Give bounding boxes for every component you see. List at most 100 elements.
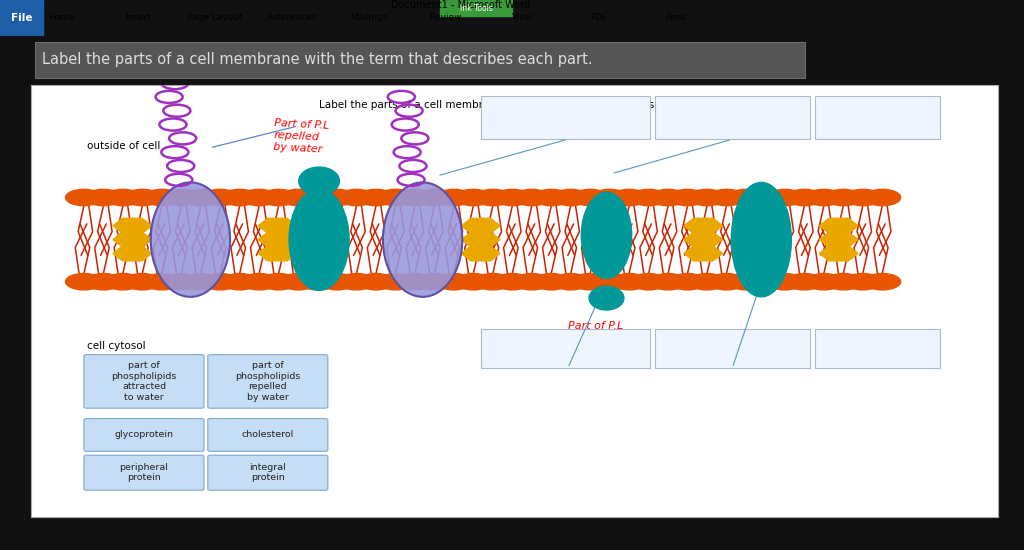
Circle shape [610,273,647,290]
Circle shape [630,189,667,206]
Circle shape [182,273,219,290]
Text: Ink Tools: Ink Tools [460,4,493,13]
Circle shape [455,273,492,290]
Circle shape [767,189,803,206]
Circle shape [143,189,180,206]
Circle shape [377,189,414,206]
Text: Home: Home [48,13,75,23]
Circle shape [104,189,141,206]
Text: part of
phospholipids
attracted
to water: part of phospholipids attracted to water [112,361,176,402]
Circle shape [85,189,122,206]
Circle shape [221,189,258,206]
Text: cholesterol: cholesterol [242,431,294,439]
Text: View: View [512,13,532,23]
Ellipse shape [589,286,624,310]
Bar [814,96,940,139]
Ellipse shape [151,183,230,297]
Circle shape [416,273,453,290]
Bar [0,0,43,36]
Text: Part of P.L
repelled
by water: Part of P.L repelled by water [272,118,330,155]
Ellipse shape [289,189,349,290]
Circle shape [786,273,822,290]
Bar [480,329,650,368]
Circle shape [202,189,239,206]
Circle shape [864,273,901,290]
Circle shape [649,189,686,206]
Circle shape [357,273,394,290]
Text: Document1 - Microsoft Word: Document1 - Microsoft Word [391,1,530,10]
Circle shape [669,189,706,206]
Circle shape [748,273,783,290]
Circle shape [806,273,843,290]
Circle shape [85,273,122,290]
Circle shape [825,273,862,290]
Bar [814,329,940,368]
Circle shape [630,273,667,290]
Circle shape [513,189,550,206]
Circle shape [143,273,180,290]
Circle shape [357,189,394,206]
Circle shape [494,273,530,290]
Ellipse shape [582,192,632,278]
Circle shape [338,189,375,206]
Ellipse shape [299,167,339,195]
Circle shape [571,189,608,206]
Circle shape [728,189,764,206]
Circle shape [280,273,316,290]
Circle shape [396,189,433,206]
Text: References: References [266,13,317,23]
Circle shape [532,189,569,206]
Circle shape [280,189,316,206]
Circle shape [806,189,843,206]
Circle shape [202,273,239,290]
Circle shape [318,189,355,206]
Circle shape [494,189,530,206]
Circle shape [591,189,628,206]
Circle shape [124,189,161,206]
Text: glycoprotein: glycoprotein [115,431,173,439]
Circle shape [241,273,278,290]
Circle shape [845,189,882,206]
Circle shape [689,189,725,206]
Circle shape [786,189,822,206]
Text: Insert: Insert [125,13,152,23]
Text: Page Layout: Page Layout [187,13,243,23]
Circle shape [513,273,550,290]
Text: cell cytosol: cell cytosol [87,342,145,351]
Circle shape [825,189,862,206]
Circle shape [669,273,706,290]
Circle shape [610,189,647,206]
Text: Label the parts of a cell membrane with the term that describes each part.: Label the parts of a cell membrane with … [42,52,593,67]
Circle shape [435,273,472,290]
Circle shape [709,189,744,206]
Circle shape [767,273,803,290]
Circle shape [845,273,882,290]
Circle shape [182,189,219,206]
FancyBboxPatch shape [84,355,204,408]
Circle shape [396,273,433,290]
Circle shape [66,189,102,206]
Circle shape [591,273,628,290]
Ellipse shape [731,183,792,297]
Circle shape [221,273,258,290]
Circle shape [416,189,453,206]
Text: integral
protein: integral protein [250,463,286,482]
Circle shape [241,189,278,206]
FancyBboxPatch shape [208,419,328,452]
Text: Mailings: Mailings [350,13,387,23]
Circle shape [104,273,141,290]
Circle shape [124,273,161,290]
Text: Review: Review [429,13,462,23]
Circle shape [649,273,686,290]
Text: outside of cell: outside of cell [87,141,160,151]
Circle shape [864,189,901,206]
Circle shape [318,273,355,290]
Bar [655,96,810,139]
Circle shape [455,189,492,206]
Bar [440,0,512,16]
Circle shape [66,273,102,290]
Text: Part of P.L
attracted by
to w.: Part of P.L attracted by to w. [567,321,637,355]
FancyBboxPatch shape [35,42,805,78]
Circle shape [163,189,200,206]
Circle shape [260,189,297,206]
